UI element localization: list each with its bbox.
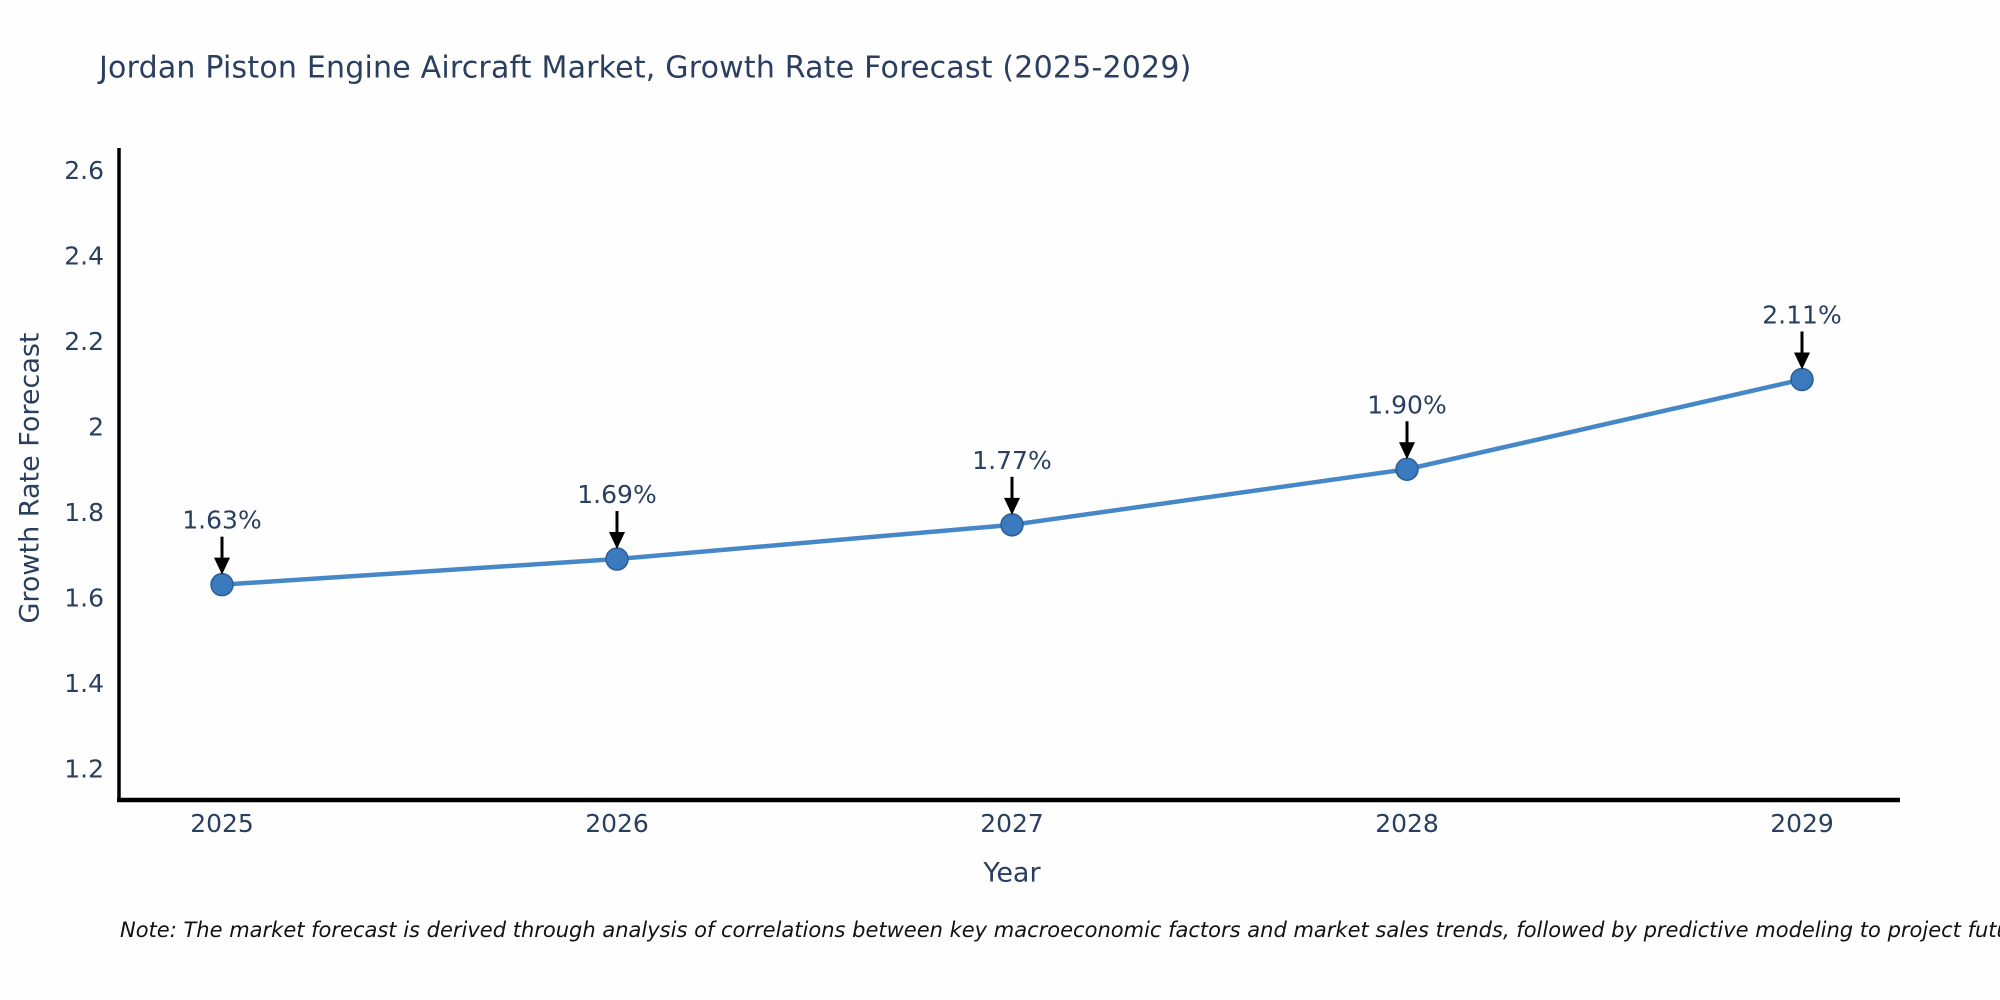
data-point-2027[interactable] bbox=[1000, 513, 1024, 537]
y-tick-label: 2 bbox=[88, 413, 104, 442]
x-axis-title: Year bbox=[983, 857, 1041, 889]
data-point-2025[interactable] bbox=[210, 572, 234, 597]
point-label: 2.11% bbox=[1762, 300, 1841, 329]
point-label: 1.77% bbox=[972, 446, 1051, 475]
y-tick-label: 1.6 bbox=[64, 584, 104, 613]
y-tick-label: 1.2 bbox=[64, 755, 104, 784]
y-tick-label: 2.6 bbox=[64, 156, 104, 185]
point-label: 1.90% bbox=[1367, 390, 1446, 419]
point-label: 1.69% bbox=[577, 480, 656, 509]
annotation-arrowhead bbox=[1399, 442, 1415, 460]
x-tick-label: 2025 bbox=[190, 809, 254, 838]
y-tick-label: 2.2 bbox=[64, 327, 104, 356]
chart-title: Jordan Piston Engine Aircraft Market, Gr… bbox=[99, 50, 1192, 86]
annotation-arrowhead bbox=[609, 532, 625, 550]
annotation-arrowhead bbox=[1004, 497, 1020, 515]
x-tick-label: 2027 bbox=[980, 809, 1044, 838]
data-point-2029[interactable] bbox=[1790, 367, 1814, 392]
annotation-arrowhead bbox=[214, 557, 230, 575]
point-label: 1.63% bbox=[182, 506, 261, 535]
annotation-arrowhead bbox=[1794, 352, 1810, 370]
data-point-2028[interactable] bbox=[1395, 457, 1419, 481]
x-tick-label: 2026 bbox=[585, 809, 649, 838]
x-tick-label: 2028 bbox=[1375, 809, 1439, 838]
footnote: Note: The market forecast is derived thr… bbox=[120, 918, 2000, 942]
y-tick-label: 1.4 bbox=[64, 669, 104, 698]
x-tick-label: 2029 bbox=[1770, 809, 1834, 838]
y-tick-label: 1.8 bbox=[64, 498, 104, 527]
y-axis-title: Growth Rate Forecast bbox=[14, 332, 46, 624]
y-tick-label: 2.4 bbox=[64, 242, 104, 271]
data-point-2026[interactable] bbox=[605, 547, 629, 571]
